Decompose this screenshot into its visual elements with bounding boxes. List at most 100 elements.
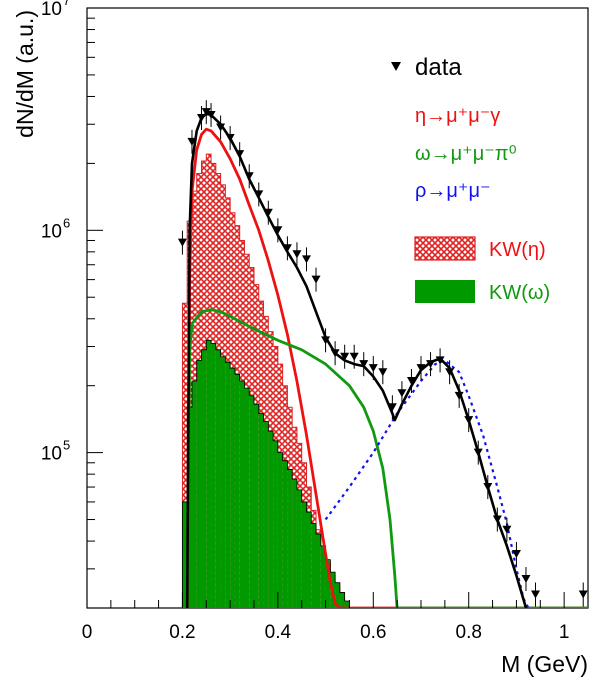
kw-omega-bin: [339, 592, 345, 608]
y-tick-label: 10: [41, 221, 62, 242]
kw-omega-bin: [220, 356, 226, 608]
x-tick-label: 0.4: [265, 622, 292, 643]
kw-omega-bin: [344, 601, 350, 608]
x-axis-ticks: 0 0.2 0.4 0.6 0.8 1: [82, 592, 570, 643]
kw-omega-bin: [206, 340, 212, 608]
x-tick-label: 0.8: [456, 622, 482, 643]
kw-omega-bin: [277, 452, 283, 608]
kw-omega-bin: [234, 374, 240, 608]
kw-eta-bin: [182, 303, 188, 608]
kw-omega-bin: [316, 534, 321, 608]
kw-omega-bin: [320, 546, 326, 608]
y-axis-label: dN/dM (a.u.): [12, 10, 38, 138]
data-point: [321, 336, 331, 345]
kw-omega-bin: [182, 501, 188, 608]
data-point: [397, 389, 407, 398]
data-point: [235, 150, 245, 159]
data-point: [368, 364, 378, 373]
y-tick-exponent: 7: [63, 0, 70, 8]
kw-omega-bin: [258, 413, 264, 608]
data-point: [340, 352, 350, 361]
data-point: [282, 244, 292, 253]
kw-omega-bin: [201, 349, 207, 608]
legend: data η→μ⁺μ⁻γ ω→μ⁺μ⁻π⁰ ρ→μ⁺μ⁻ KW(η) KW(ω): [391, 54, 550, 304]
kw-omega-bin: [239, 380, 245, 608]
data-point: [378, 368, 388, 377]
data-point: [445, 368, 455, 377]
kw-omega-bin: [296, 489, 302, 608]
data-point: [473, 448, 483, 457]
kw-omega-bin: [311, 523, 317, 608]
legend-omega-label: ω→μ⁺μ⁻π⁰: [415, 143, 517, 165]
data-point: [216, 123, 226, 132]
kw-omega-bin: [268, 431, 274, 608]
kw-omega-bin: [187, 407, 192, 608]
data-point: [225, 134, 235, 143]
data-point: [292, 250, 302, 259]
plot-frame: [86, 7, 589, 609]
data-point: [201, 108, 211, 117]
x-tick-label: 0.6: [360, 622, 386, 643]
legend-kw-omega-label: KW(ω): [489, 282, 550, 304]
kw-omega-bin: [191, 380, 197, 608]
kw-omega-bin: [215, 349, 221, 608]
kw-omega-bin: [244, 388, 250, 608]
data-point: [311, 275, 321, 284]
data-points: [177, 100, 588, 607]
kw-omega-bin: [306, 512, 312, 608]
x-axis-label: M (GeV): [501, 651, 588, 677]
kw-omega-bin: [249, 395, 254, 608]
data-point: [511, 549, 521, 558]
x-tick-label: 1: [559, 622, 570, 643]
kw-omega-bin: [211, 343, 216, 608]
data-point: [330, 349, 340, 358]
kw-omega-bin: [196, 360, 202, 608]
kw-omega-bin: [282, 460, 288, 608]
kw-omega-bin: [230, 368, 235, 608]
data-point: [531, 590, 541, 599]
data-point: [502, 525, 512, 534]
y-tick-exponent: 6: [63, 215, 70, 230]
x-tick-label: 0.2: [169, 622, 195, 643]
y-tick-exponent: 5: [63, 438, 70, 453]
data-point: [426, 360, 436, 369]
kw-omega-bin: [335, 582, 340, 608]
kw-omega-histogram: [182, 339, 355, 608]
omega-curve: [185, 308, 588, 608]
data-point: [435, 356, 445, 365]
data-point: [521, 575, 531, 584]
data-point: [206, 111, 216, 120]
legend-data-marker: [391, 62, 401, 71]
data-point: [273, 226, 283, 235]
data-point: [492, 515, 502, 524]
legend-kw-eta-label: KW(η): [489, 239, 546, 261]
rho-curve: [324, 359, 530, 608]
data-point: [359, 360, 369, 369]
kw-omega-bin: [225, 362, 231, 608]
data-point: [464, 416, 474, 425]
data-point: [454, 391, 464, 400]
data-point: [416, 364, 426, 373]
kw-omega-bin: [273, 440, 278, 608]
data-point: [177, 238, 187, 247]
legend-data-label: data: [415, 54, 462, 81]
y-tick-label: 10: [41, 444, 62, 465]
data-point: [263, 208, 273, 217]
legend-rho-label: ρ→μ⁺μ⁻: [415, 180, 491, 202]
data-point: [254, 190, 264, 199]
legend-eta-label: η→μ⁺μ⁻γ: [415, 105, 500, 127]
data-point: [301, 255, 311, 264]
data-point: [197, 114, 207, 123]
legend-kw-eta-swatch: [414, 236, 476, 261]
x-tick-label: 0: [82, 622, 93, 643]
eta-curve: [185, 127, 588, 608]
kw-omega-bin: [254, 404, 259, 608]
kw-omega-bin: [263, 421, 269, 608]
data-point: [244, 172, 254, 181]
kw-omega-bin: [292, 479, 297, 608]
data-point: [349, 352, 359, 361]
y-tick-label: 10: [41, 0, 62, 20]
kw-omega-bin: [301, 501, 307, 608]
